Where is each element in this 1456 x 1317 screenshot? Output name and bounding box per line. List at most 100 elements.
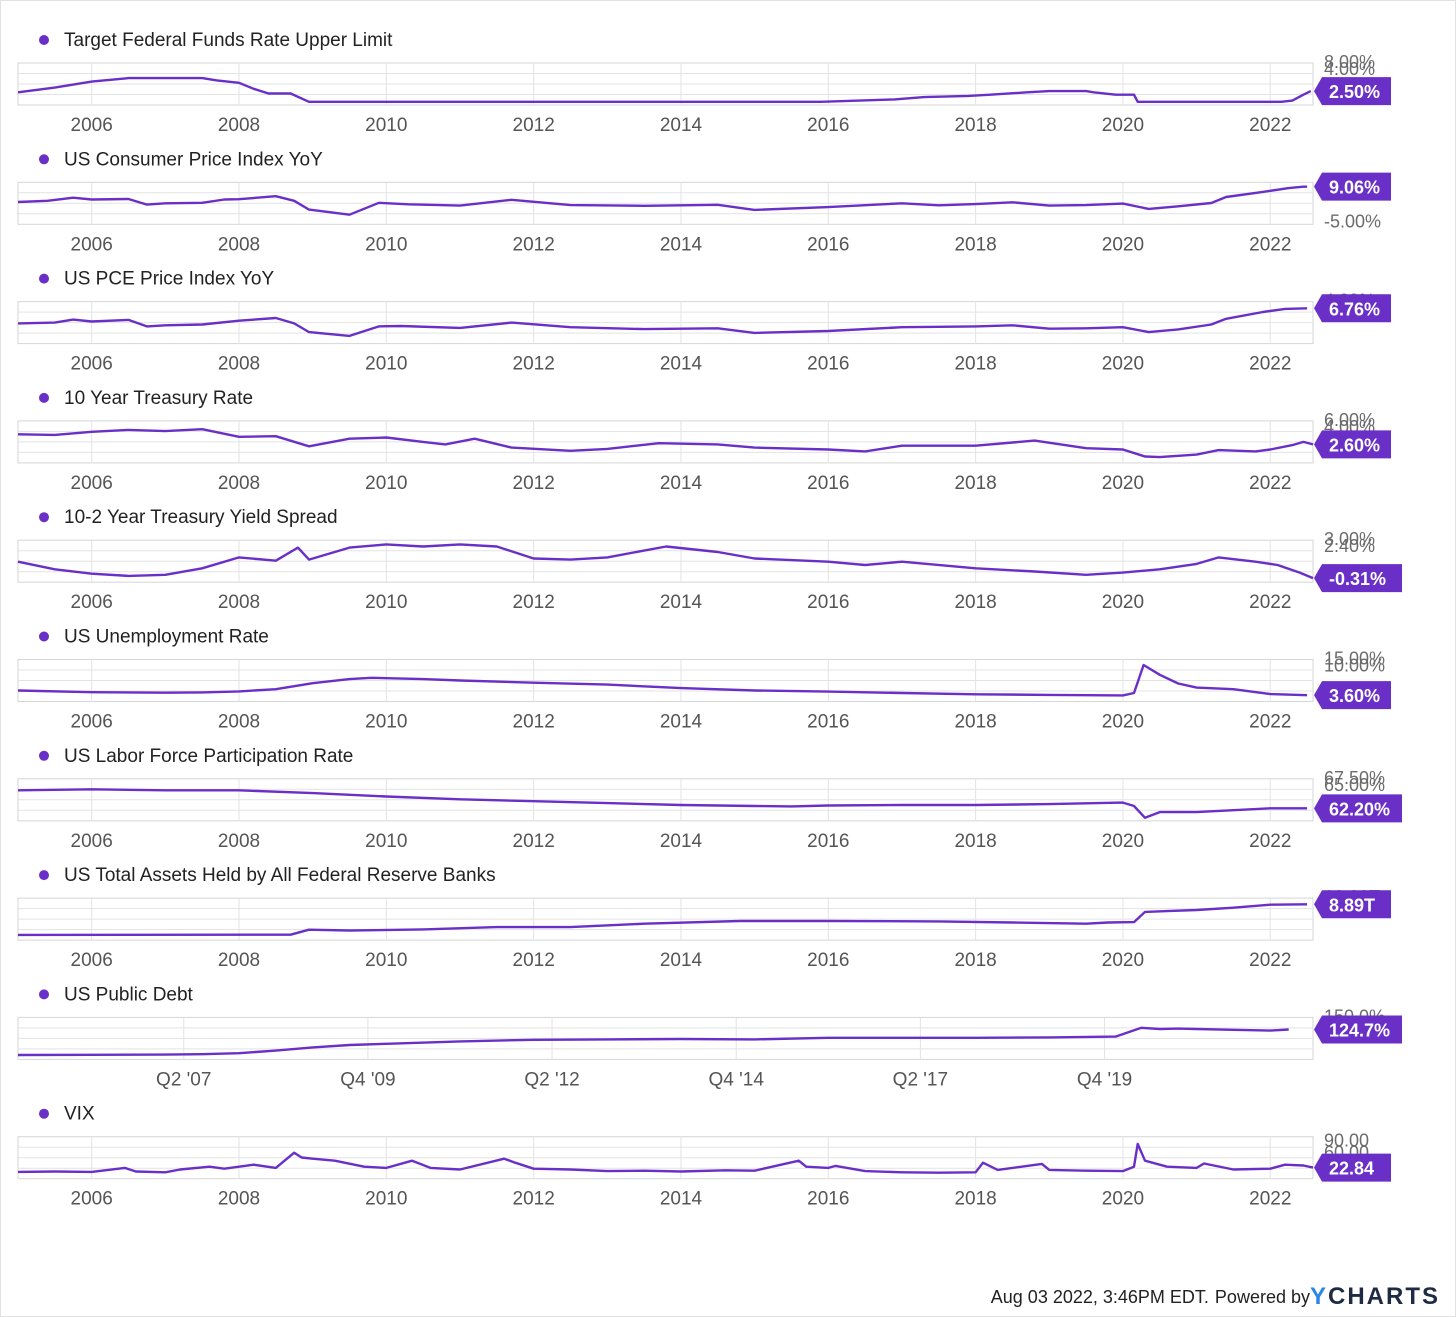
x-tick-label: 2016 — [807, 354, 849, 375]
legend-dot — [39, 273, 49, 284]
x-tick-label: 2014 — [660, 592, 703, 613]
chart-panel-7: US Labor Force Participation Rate 2006 200… — [17, 746, 1402, 852]
x-tick-label: 2010 — [365, 473, 407, 494]
last-value-badge — [1314, 77, 1391, 106]
x-tick-label: 2008 — [218, 115, 260, 136]
y-tick-label: 6.00% — [1324, 410, 1375, 430]
x-tick-label: 2012 — [513, 1189, 555, 1210]
x-tick-label: 2006 — [71, 712, 113, 733]
chart-panel-9: US Public Debt Q2 '07 Q4 '09 Q2 '12 Q4 '14 Q2… — [17, 984, 1402, 1090]
series-line — [17, 663, 1308, 697]
chart-panel-8: US Total Assets Held by All Federal Rese… — [17, 865, 1391, 971]
legend-dot — [39, 870, 49, 881]
x-tick-label: 2018 — [954, 354, 996, 375]
x-tick-label: 2008 — [218, 473, 260, 494]
chart-title: US PCE Price Index YoY — [64, 269, 274, 290]
x-tick-label: 2018 — [954, 950, 996, 971]
last-value-label: 8.89T — [1329, 895, 1375, 915]
y-tick-label: 4.00% — [1324, 59, 1375, 79]
x-tick-label: 2010 — [365, 354, 407, 375]
x-tick-label: 2018 — [954, 1189, 996, 1210]
legend-dot — [39, 154, 49, 165]
last-value-label: 6.76% — [1329, 299, 1380, 319]
last-value-badge — [1314, 172, 1391, 201]
last-value-label: 3.60% — [1329, 686, 1380, 706]
x-tick-label: 2008 — [218, 234, 260, 255]
x-tick-label: 2022 — [1249, 473, 1291, 494]
x-tick-label: 2012 — [513, 592, 555, 613]
x-tick-label: 2008 — [218, 1189, 260, 1210]
last-value-label: 9.06% — [1329, 178, 1380, 198]
x-tick-label: 2020 — [1102, 592, 1144, 613]
footer: Aug 03 2022, 3:46PM EDT. Powered by Y CHA… — [991, 1282, 1440, 1312]
x-tick-label: 2020 — [1102, 1189, 1144, 1210]
y-tick-label: 3.00% — [1324, 529, 1375, 549]
x-tick-label: Q4 '09 — [340, 1069, 395, 1090]
x-tick-label: 2020 — [1102, 831, 1144, 852]
x-tick-label: 2006 — [71, 1189, 113, 1210]
x-tick-label: 2006 — [71, 950, 113, 971]
last-value-badge — [1314, 1015, 1402, 1044]
last-value-badge — [1314, 890, 1391, 919]
legend-dot — [39, 750, 49, 761]
y-tick-label: 10.00% — [1324, 656, 1385, 676]
chart-panel-6: US Unemployment Rate 2006 2008 2010 2012 2014… — [17, 627, 1391, 733]
last-value-badge — [1314, 430, 1391, 459]
x-tick-label: 2014 — [660, 712, 703, 733]
x-tick-label: 2018 — [954, 712, 996, 733]
x-tick-label: 2018 — [954, 831, 996, 852]
legend-dot — [39, 392, 49, 403]
y-tick-label: 15.00% — [1324, 649, 1385, 669]
series-line — [17, 903, 1308, 937]
x-tick-label: 2022 — [1249, 234, 1291, 255]
last-value-label: -0.31% — [1329, 569, 1386, 589]
x-tick-label: 2010 — [365, 234, 407, 255]
x-tick-label: 2020 — [1102, 115, 1144, 136]
chart-title: US Total Assets Held by All Federal Rese… — [64, 865, 496, 886]
last-value-badge — [1314, 1153, 1391, 1182]
chart-title: 10 Year Treasury Rate — [64, 388, 253, 409]
ycharts-logo-text: CHARTS — [1328, 1283, 1440, 1310]
y-tick-label: 90.00 — [1324, 1131, 1369, 1151]
x-tick-label: 2014 — [660, 831, 703, 852]
x-tick-label: 2020 — [1102, 234, 1144, 255]
x-tick-label: 2010 — [365, 950, 407, 971]
last-value-label: 124.7% — [1329, 1021, 1390, 1041]
legend-dot — [39, 35, 49, 45]
x-tick-label: 2012 — [513, 354, 555, 375]
last-value-badge — [1314, 794, 1402, 823]
legend-dot — [39, 631, 49, 642]
y-tick-label: 8.00% — [1324, 52, 1375, 72]
chart-panel-3: US PCE Price Index YoY 2006 2008 2010 2012 20… — [17, 269, 1391, 375]
x-tick-label: Q4 '19 — [1077, 1069, 1132, 1090]
ycharts-logo[interactable]: Y CHARTS — [1310, 1283, 1440, 1311]
chart-title: US Labor Force Participation Rate — [64, 746, 353, 767]
x-tick-label: 2016 — [807, 950, 849, 971]
x-tick-label: Q2 '12 — [524, 1069, 579, 1090]
last-value-badge — [1314, 294, 1391, 323]
x-tick-label: 2016 — [807, 712, 849, 733]
legend-dot — [39, 989, 49, 1000]
x-tick-label: 2006 — [71, 473, 113, 494]
x-tick-label: 2008 — [218, 592, 260, 613]
x-tick-label: 2010 — [365, 1189, 407, 1210]
series-line — [17, 1026, 1289, 1057]
x-tick-label: 2008 — [218, 712, 260, 733]
x-tick-label: 2008 — [218, 831, 260, 852]
last-value-badge — [1314, 564, 1402, 593]
x-tick-label: 2022 — [1249, 115, 1291, 136]
x-tick-label: 2010 — [365, 712, 407, 733]
x-tick-label: 2020 — [1102, 950, 1144, 971]
x-tick-label: 2014 — [660, 115, 703, 136]
x-tick-label: 2016 — [807, 831, 849, 852]
x-tick-label: 2018 — [954, 473, 996, 494]
y-tick-label: -5.00% — [1324, 211, 1381, 231]
x-tick-label: 2020 — [1102, 354, 1144, 375]
footer-timestamp: Aug 03 2022, 3:46PM EDT. — [990, 1286, 1209, 1307]
x-tick-label: 2010 — [365, 592, 407, 613]
legend-dot — [39, 1108, 49, 1119]
x-tick-label: 2006 — [71, 831, 113, 852]
x-tick-label: Q2 '17 — [893, 1069, 948, 1090]
x-tick-label: 2010 — [365, 831, 407, 852]
x-tick-label: 2022 — [1249, 950, 1291, 971]
